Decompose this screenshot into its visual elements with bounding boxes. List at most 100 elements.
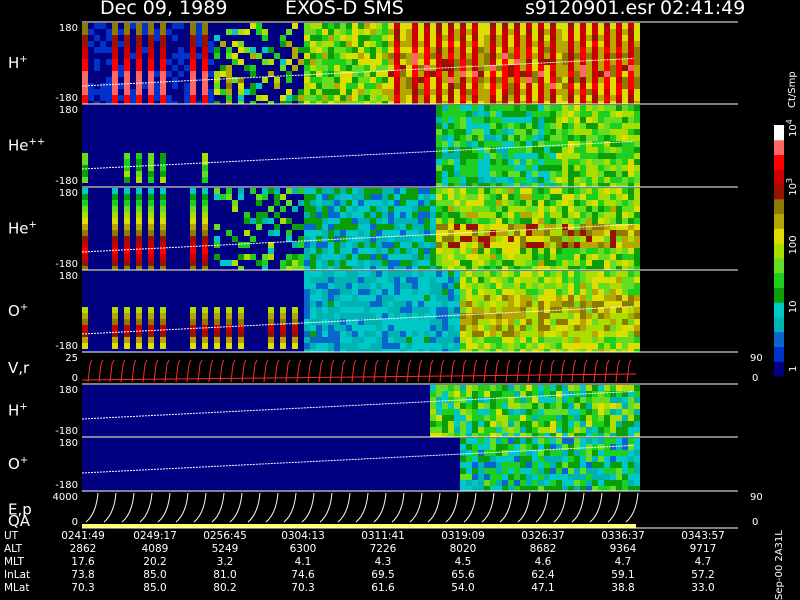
spectrogram-cell <box>430 266 436 270</box>
spectrogram-cell <box>280 325 286 331</box>
spectrogram-cell <box>502 266 508 270</box>
spectrogram-cell <box>112 77 118 83</box>
spectrogram-cell <box>538 331 544 337</box>
spectrogram-cell <box>502 71 508 77</box>
spectrogram-cell <box>388 283 394 289</box>
spectrogram-cell <box>364 236 370 242</box>
spectrogram-cell <box>544 397 550 403</box>
spectrogram-cell <box>550 462 556 468</box>
spectrogram-cell <box>520 23 526 29</box>
spectrogram-cell <box>616 266 622 270</box>
spectrogram-cell <box>340 35 346 41</box>
spectrogram-cell <box>136 165 142 171</box>
spectrogram-cell <box>244 65 250 71</box>
ytick-bottom-oplus: -180 <box>55 341 78 352</box>
spectrogram-cell <box>616 480 622 486</box>
spectrogram-cell <box>538 427 544 433</box>
spectrogram-cell <box>364 331 370 337</box>
spectrogram-cell <box>592 295 598 301</box>
spectrogram-cell <box>616 242 622 248</box>
spectrogram-cell <box>610 89 616 95</box>
spectrogram-cell <box>160 248 166 254</box>
spectrogram-cell <box>568 117 574 123</box>
spectrogram-cell <box>82 95 88 101</box>
spectrogram-cell <box>538 135 544 141</box>
spectrogram-cell <box>496 177 502 183</box>
spectrogram-cell <box>532 433 538 437</box>
spectrogram-cell <box>556 403 562 409</box>
spectrogram-cell <box>550 438 556 444</box>
ytick-top-hplus: 180 <box>59 23 78 34</box>
spectrogram-cell <box>568 385 574 391</box>
spectrogram-cell <box>316 307 322 313</box>
footer-cell: 85.0 <box>143 569 167 581</box>
spectrogram-cell <box>544 101 550 104</box>
spectrogram-cell <box>424 349 430 352</box>
spectrogram-cell <box>496 397 502 403</box>
spectrogram-cell <box>346 242 352 248</box>
spectrogram-cell <box>202 177 208 183</box>
spectrogram-cell <box>436 89 442 95</box>
spectrogram-cell <box>502 59 508 65</box>
spectrogram-cell <box>430 194 436 200</box>
spectrogram-cell <box>250 53 256 59</box>
spectrogram-cell <box>220 89 226 95</box>
spectrogram-cell <box>226 313 232 319</box>
spectrogram-cell <box>244 254 250 260</box>
spectrogram-cell <box>598 271 604 277</box>
spectrogram-cell <box>400 242 406 248</box>
spectrogram-cell <box>472 129 478 135</box>
spectrogram-cell <box>628 248 634 254</box>
spectrogram-cell <box>538 266 544 270</box>
spectrogram-cell <box>304 230 310 236</box>
spectrogram-cell <box>586 159 592 165</box>
spectrogram-cell <box>610 77 616 83</box>
spectrogram-cell <box>412 194 418 200</box>
spectrogram-cell <box>238 89 244 95</box>
spectrogram-cell <box>550 165 556 171</box>
spectrogram-cell <box>268 230 274 236</box>
spectrogram-cell <box>382 71 388 77</box>
spectrogram-cell <box>202 171 208 177</box>
spectrogram-cell <box>448 77 454 83</box>
spectrogram-cell <box>508 331 514 337</box>
spectrogram-cell <box>604 349 610 352</box>
spectrogram-cell <box>214 325 220 331</box>
spectrogram-cell <box>442 289 448 295</box>
spectrogram-cell <box>466 123 472 129</box>
spectrogram-cell <box>616 224 622 230</box>
spectrogram-cell <box>466 337 472 343</box>
spectrogram-cell <box>370 260 376 266</box>
spectrogram-cell <box>382 331 388 337</box>
spectrogram-cell <box>322 95 328 101</box>
spectrogram-cell <box>592 129 598 135</box>
ytick-bottom-heplus2: -180 <box>55 176 78 187</box>
spectrogram-cell <box>310 283 316 289</box>
spectrogram-cell <box>550 415 556 421</box>
spectrogram-cell <box>610 397 616 403</box>
spectrogram-cell <box>478 218 484 224</box>
spectrogram-cell <box>574 242 580 248</box>
spectrogram-cell <box>622 117 628 123</box>
spectrogram-cell <box>334 337 340 343</box>
spectrogram-cell <box>124 77 130 83</box>
spectrogram-cell <box>580 129 586 135</box>
spectrogram-cell <box>568 159 574 165</box>
spectrogram-cell <box>490 194 496 200</box>
spectrogram-cell <box>496 101 502 104</box>
spectrogram-cell <box>364 313 370 319</box>
spectrogram-cell <box>526 71 532 77</box>
spectrogram-cell <box>478 415 484 421</box>
spectrogram-cell <box>466 462 472 468</box>
spectrogram-cell <box>136 319 142 325</box>
spectrogram-cell <box>466 141 472 147</box>
spectrogram-cell <box>592 59 598 65</box>
spectrogram-cell <box>562 165 568 171</box>
spectrogram-cell <box>562 194 568 200</box>
spectrogram-cell <box>550 260 556 266</box>
spectrogram-cell <box>82 29 88 35</box>
spectrogram-cell <box>136 101 142 104</box>
spectrogram-cell <box>466 444 472 450</box>
spectrogram-cell <box>490 301 496 307</box>
spectrogram-cell <box>508 77 514 83</box>
